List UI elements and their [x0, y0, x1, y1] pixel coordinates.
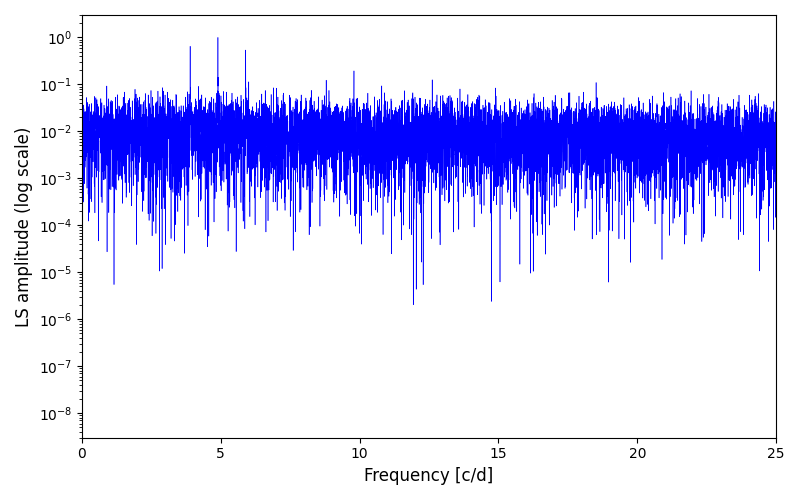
Y-axis label: LS amplitude (log scale): LS amplitude (log scale): [15, 126, 33, 326]
X-axis label: Frequency [c/d]: Frequency [c/d]: [364, 467, 494, 485]
